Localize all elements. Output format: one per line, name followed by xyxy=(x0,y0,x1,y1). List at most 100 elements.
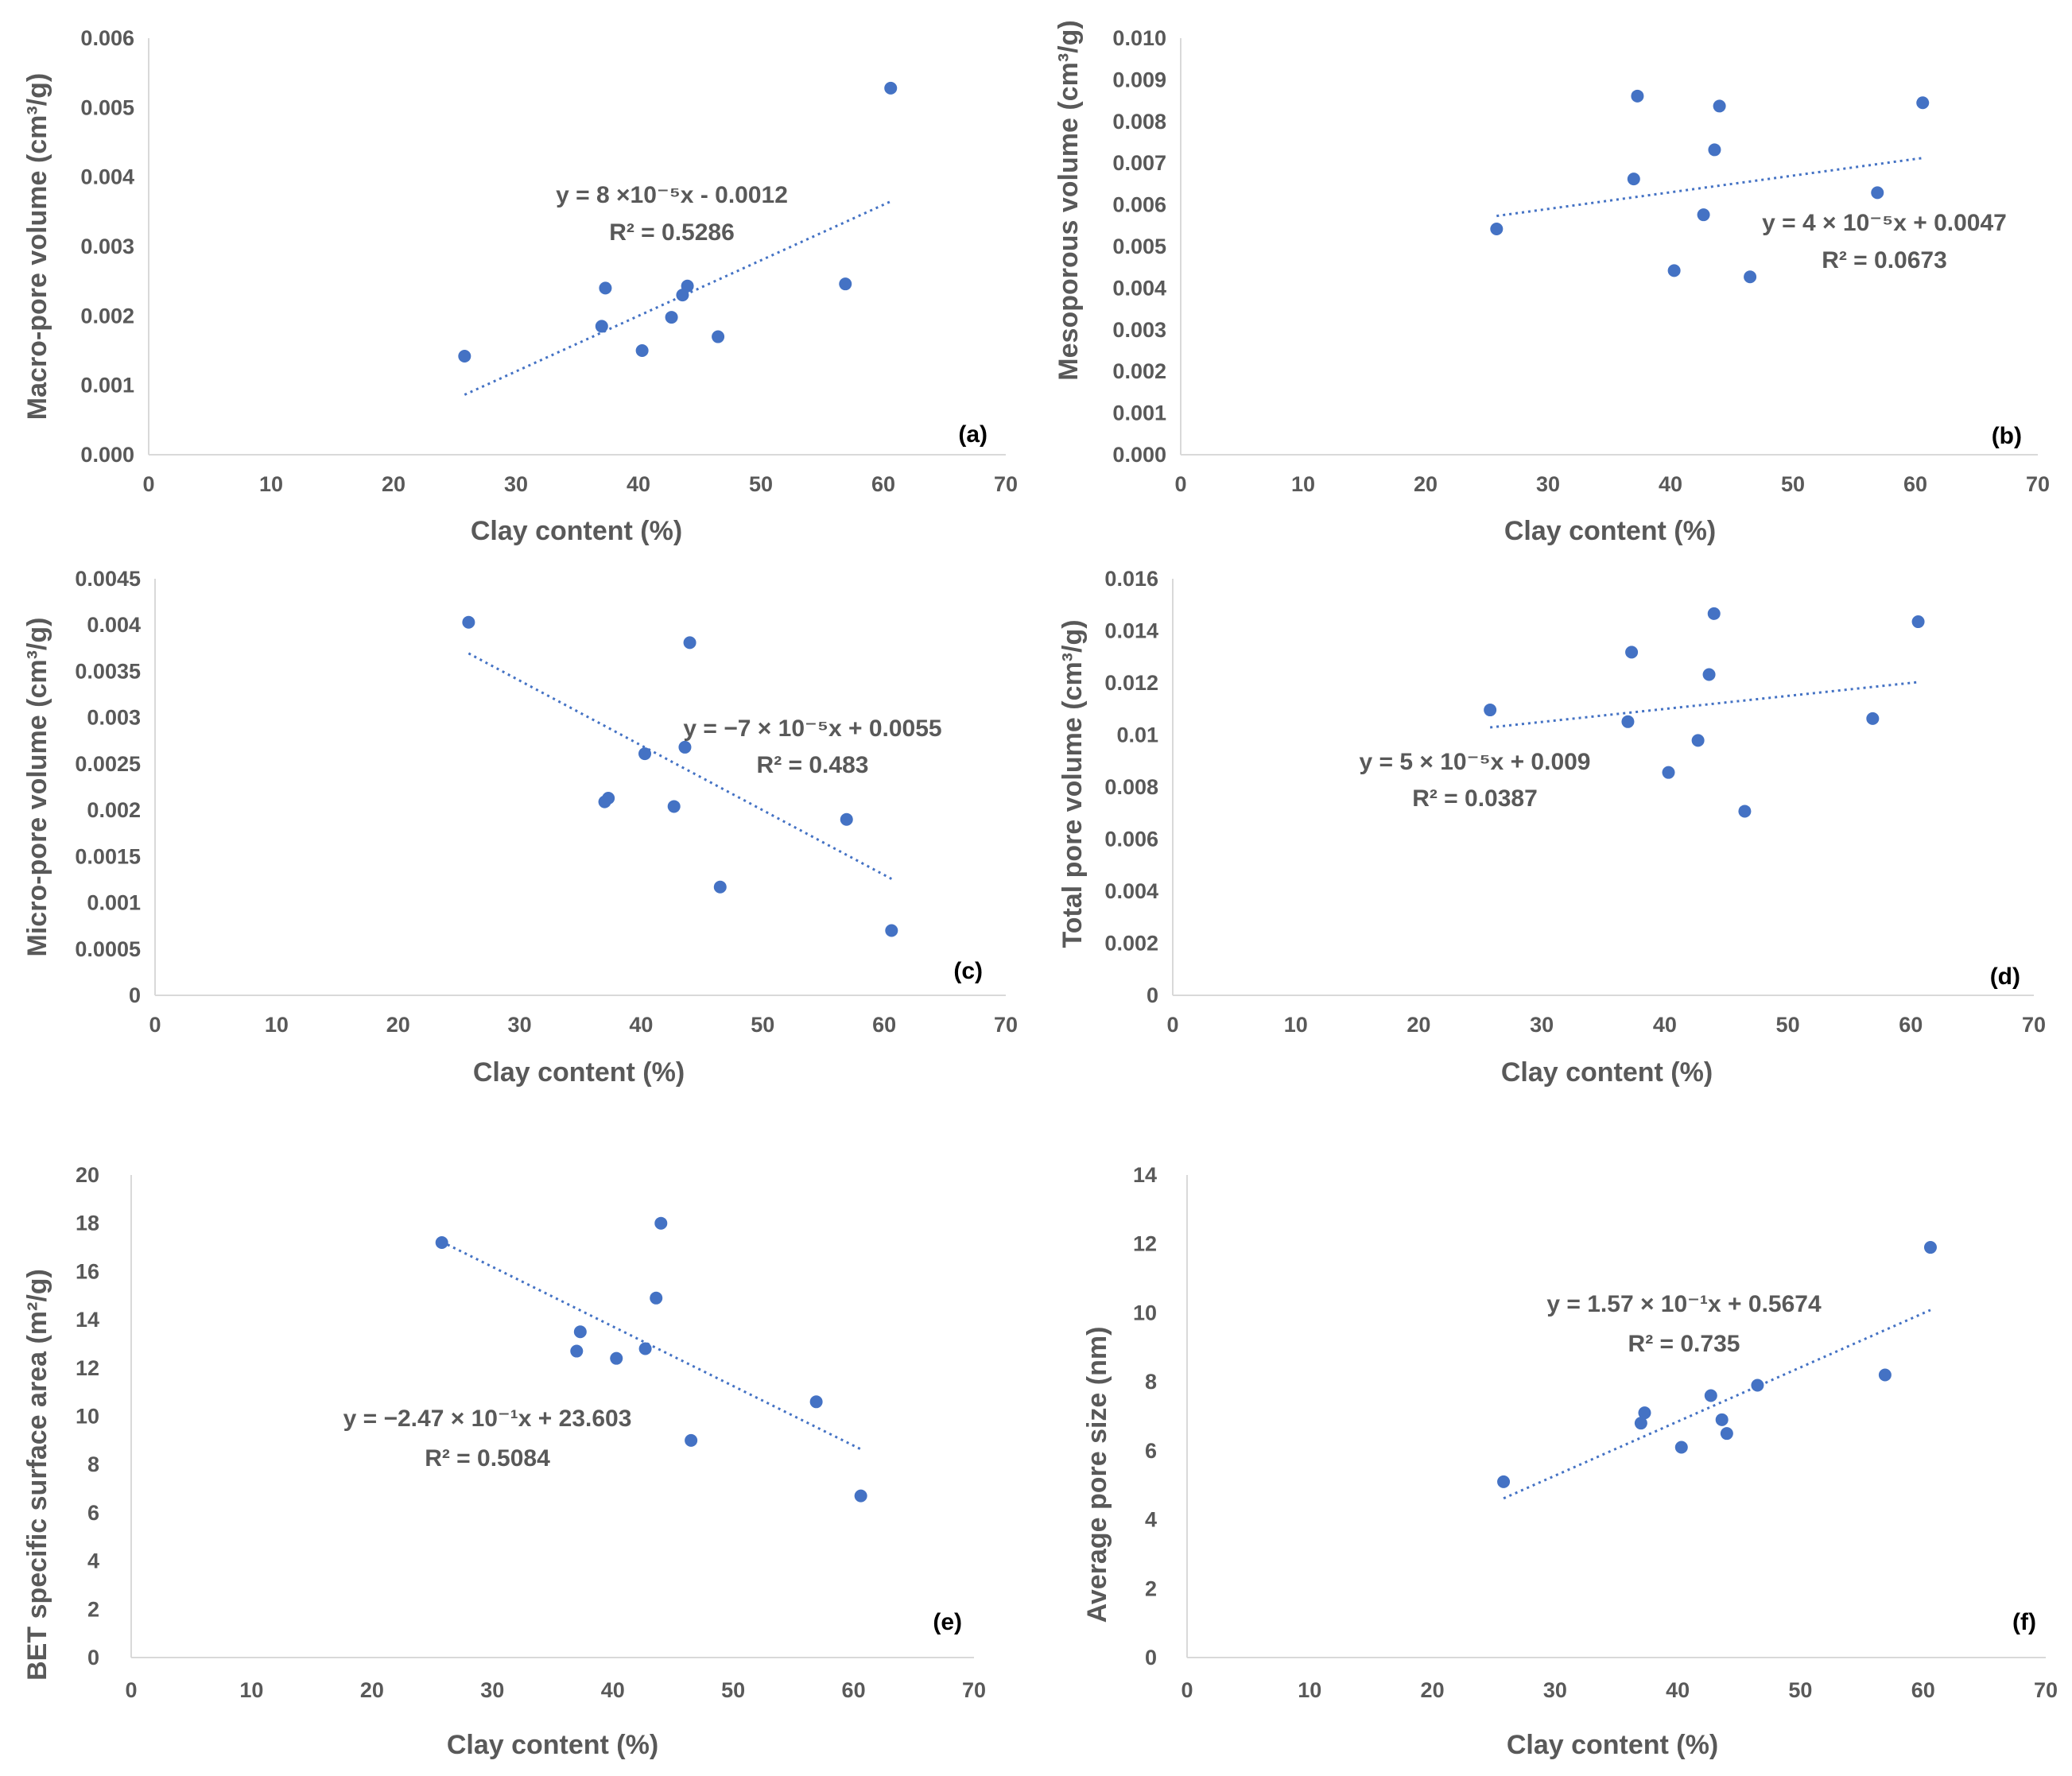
y-tick-label: 0.0035 xyxy=(75,659,141,683)
y-tick-label: 0.005 xyxy=(80,95,134,119)
y-tick-label: 14 xyxy=(1133,1163,1157,1187)
data-point xyxy=(635,344,649,357)
panel-label: (e) xyxy=(933,1609,962,1635)
y-tick-label: 4 xyxy=(87,1549,99,1573)
data-point xyxy=(573,1325,587,1339)
x-tick-label: 70 xyxy=(2026,472,2050,496)
y-tick-label: 0.008 xyxy=(1112,110,1166,134)
y-tick-label: 16 xyxy=(76,1259,99,1283)
y-tick-label: 0.002 xyxy=(80,304,134,328)
y-tick-label: 0.012 xyxy=(1104,671,1158,695)
y-tick-label: 0 xyxy=(1145,1646,1157,1669)
x-tick-label: 10 xyxy=(239,1678,263,1702)
trendline-r2: R² = 0.483 xyxy=(757,752,869,778)
y-tick-label: 2 xyxy=(87,1597,99,1621)
data-point xyxy=(1713,99,1726,113)
chart-panel-a: Macro-pore volume (cm³/g) Clay content (… xyxy=(22,26,1018,546)
x-tick-label: 10 xyxy=(265,1013,289,1037)
data-point xyxy=(458,349,471,363)
y-tick-label: 0.002 xyxy=(1104,932,1158,956)
data-point xyxy=(678,740,692,754)
data-point xyxy=(638,747,652,761)
data-point xyxy=(1720,1427,1733,1441)
y-axis-title: Macro-pore volume (cm³/g) xyxy=(22,73,52,420)
trendline-equation: y = −2.47 × 10⁻¹x + 23.603 xyxy=(343,1406,632,1432)
chart-panel-e: BET specific surface area (m²/g) Clay co… xyxy=(22,1163,986,1760)
trendline xyxy=(441,1240,862,1451)
data-point xyxy=(1738,805,1752,818)
x-tick-label: 50 xyxy=(1788,1678,1812,1702)
trendline-equation: y = 1.57 × 10⁻¹x + 0.5674 xyxy=(1546,1291,1822,1317)
data-point xyxy=(1497,1475,1511,1488)
trendline-r2: R² = 0.0673 xyxy=(1822,247,1947,273)
data-point xyxy=(1704,1389,1717,1402)
y-tick-label: 8 xyxy=(1145,1370,1157,1394)
x-tick-label: 50 xyxy=(1781,472,1805,496)
y-tick-label: 0.003 xyxy=(80,235,134,258)
data-point xyxy=(1744,270,1757,284)
x-tick-label: 20 xyxy=(386,1013,410,1037)
y-tick-label: 0.006 xyxy=(1112,193,1166,217)
y-tick-label: 0.0025 xyxy=(75,752,141,776)
y-tick-label: 12 xyxy=(1133,1232,1157,1256)
data-point xyxy=(1708,143,1721,157)
data-point xyxy=(1715,1413,1729,1426)
x-tick-label: 70 xyxy=(994,1013,1018,1037)
chart-panel-c: Micro-pore volume (cm³/g) Clay content (… xyxy=(22,567,1018,1088)
x-tick-label: 20 xyxy=(1414,472,1438,496)
panel-label: (c) xyxy=(953,958,983,984)
panel-label: (d) xyxy=(1990,964,2020,990)
data-point xyxy=(885,924,898,937)
y-tick-label: 0.0015 xyxy=(75,844,141,868)
data-point xyxy=(1707,607,1721,620)
y-tick-label: 0.001 xyxy=(1112,401,1166,425)
y-tick-label: 0 xyxy=(87,1646,99,1669)
data-point xyxy=(1674,1441,1688,1454)
data-point xyxy=(1911,615,1925,629)
y-tick-label: 0 xyxy=(129,983,141,1007)
panel-label: (a) xyxy=(958,421,987,448)
x-tick-label: 0 xyxy=(1174,472,1186,496)
x-tick-label: 20 xyxy=(382,472,405,496)
y-tick-label: 0.000 xyxy=(80,443,134,467)
data-point xyxy=(712,330,725,343)
x-tick-label: 20 xyxy=(1407,1013,1430,1037)
panel-label: (b) xyxy=(1992,423,2022,449)
y-tick-label: 0.003 xyxy=(1112,318,1166,342)
data-point xyxy=(602,791,615,805)
trendline xyxy=(1490,681,1919,729)
x-tick-label: 40 xyxy=(1653,1013,1677,1037)
y-tick-label: 8 xyxy=(87,1452,99,1476)
x-tick-label: 10 xyxy=(259,472,283,496)
x-tick-label: 40 xyxy=(1666,1678,1690,1702)
y-axis-title: BET specific surface area (m²/g) xyxy=(22,1269,52,1681)
y-tick-label: 0.005 xyxy=(1112,235,1166,258)
chart-panel-b: Mesoporous volume (cm³/g) Clay content (… xyxy=(1053,20,2050,546)
x-tick-label: 20 xyxy=(360,1678,384,1702)
y-tick-label: 0.007 xyxy=(1112,151,1166,175)
x-tick-label: 60 xyxy=(1899,1013,1923,1037)
data-point xyxy=(1634,1417,1647,1430)
y-tick-label: 20 xyxy=(76,1163,99,1187)
x-axis-title: Clay content (%) xyxy=(447,1730,658,1760)
x-tick-label: 10 xyxy=(1298,1678,1321,1702)
data-point xyxy=(809,1395,823,1409)
data-point xyxy=(854,1489,867,1503)
y-axis-title: Average pore size (nm) xyxy=(1082,1327,1112,1623)
data-point xyxy=(1484,704,1497,717)
y-tick-label: 0.003 xyxy=(87,706,141,730)
x-tick-label: 50 xyxy=(1776,1013,1800,1037)
data-point xyxy=(840,812,853,826)
x-tick-label: 0 xyxy=(1181,1678,1193,1702)
data-point xyxy=(1627,173,1640,186)
data-point xyxy=(713,880,727,894)
data-point xyxy=(1751,1379,1764,1392)
y-tick-label: 0.004 xyxy=(80,165,134,189)
data-point xyxy=(1866,712,1880,725)
data-point xyxy=(654,1216,668,1230)
data-point xyxy=(1916,96,1930,110)
data-point xyxy=(1923,1241,1937,1254)
trendline-r2: R² = 0.5084 xyxy=(425,1445,550,1472)
trendline-r2: R² = 0.0387 xyxy=(1412,785,1538,812)
